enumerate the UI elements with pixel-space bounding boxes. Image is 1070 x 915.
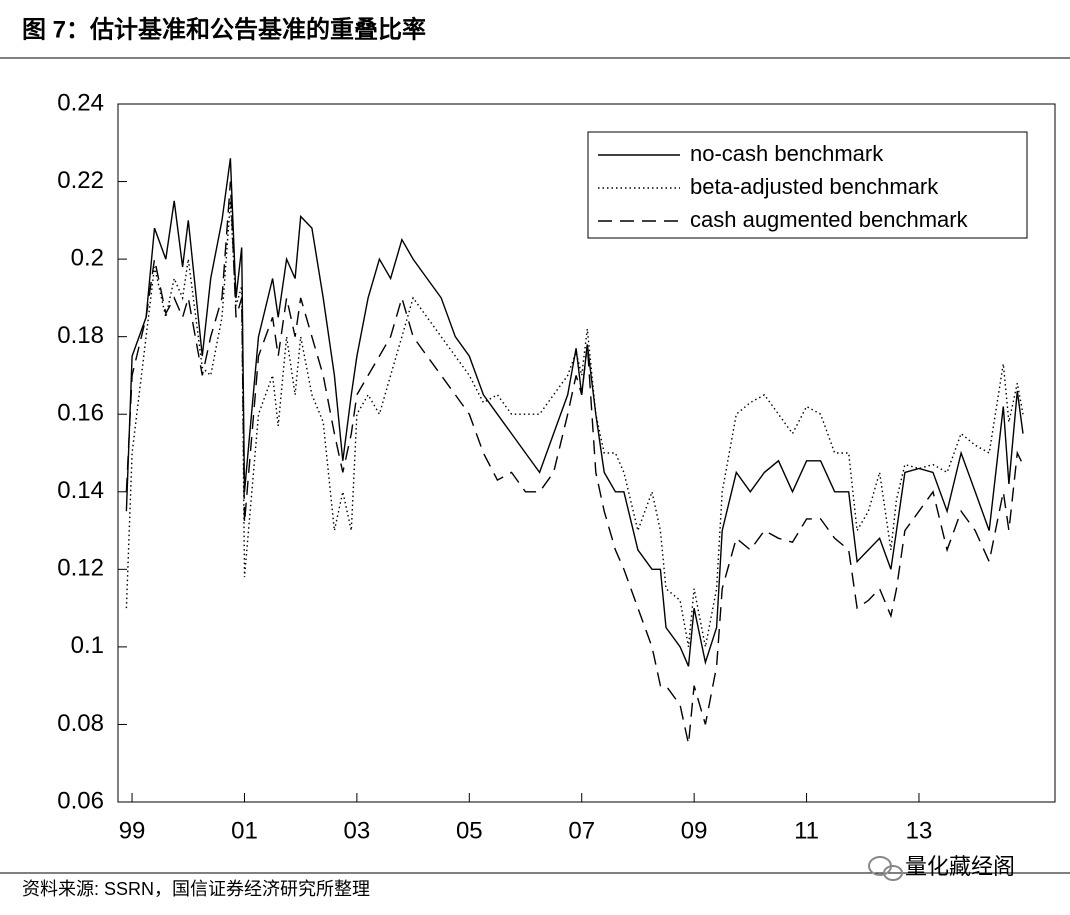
legend-box	[587, 131, 1028, 239]
y-tick-label: 0.08	[57, 710, 104, 737]
y-tick-label: 0.18	[57, 322, 104, 349]
x-tick-label: 03	[344, 817, 371, 844]
x-tick-label: 07	[568, 817, 595, 844]
wechat-icon	[868, 856, 903, 881]
y-tick-label: 0.2	[71, 244, 104, 271]
legend-label: cash augmented benchmark	[690, 207, 969, 232]
series-line	[125, 200, 1024, 648]
y-tick-label: 0.24	[57, 89, 104, 116]
y-tick-label: 0.16	[57, 400, 104, 427]
source-note: 资料来源: SSRN，国信证券经济研究所整理	[22, 879, 370, 899]
x-tick-label: 09	[681, 817, 708, 844]
y-tick-label: 0.22	[57, 167, 104, 194]
x-tick-label: 13	[906, 817, 933, 844]
figure-title: 图 7：估计基准和公告基准的重叠比率	[22, 15, 426, 43]
watermark: 量化藏经阁	[905, 854, 1015, 879]
x-tick-label: 01	[231, 817, 258, 844]
x-tick-label: 11	[794, 817, 819, 844]
y-tick-label: 0.06	[57, 787, 104, 814]
x-tick-label: 99	[119, 817, 146, 844]
series-line	[125, 181, 1024, 744]
y-tick-label: 0.14	[57, 477, 104, 504]
plot-frame	[117, 103, 1056, 803]
x-tick-label: 05	[456, 817, 483, 844]
legend-label: no-cash benchmark	[690, 141, 884, 166]
y-tick-label: 0.1	[71, 632, 104, 659]
legend-label: beta-adjusted benchmark	[690, 174, 939, 199]
y-tick-label: 0.12	[57, 555, 104, 582]
